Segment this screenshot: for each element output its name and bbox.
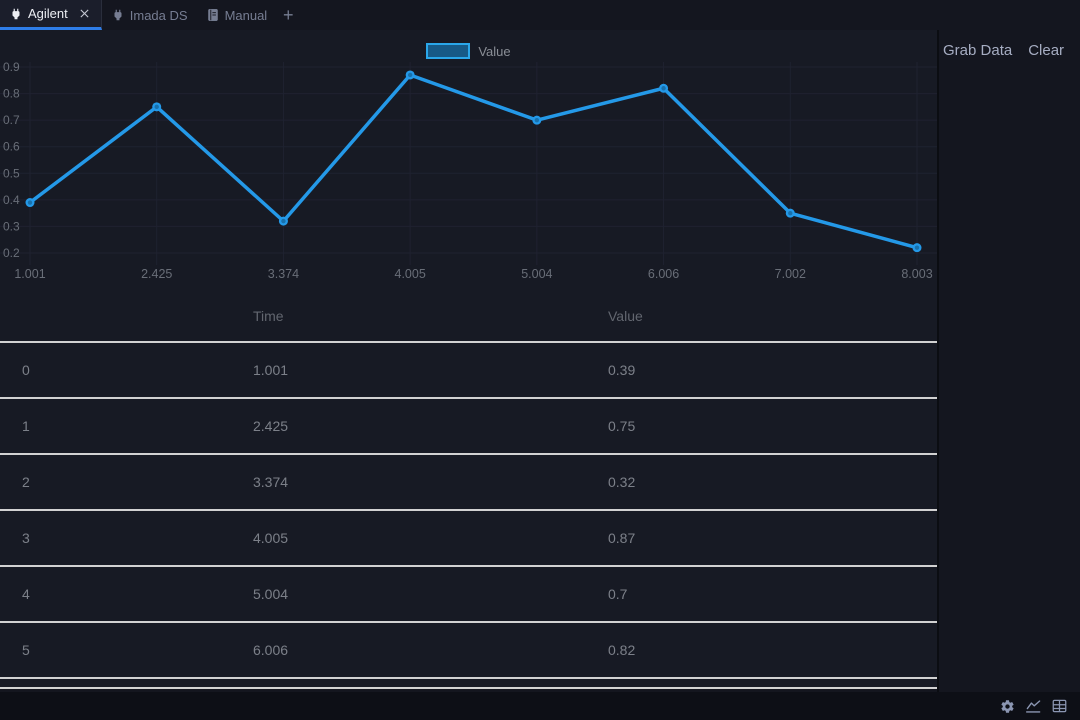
table-row[interactable]: 1 2.425 0.75 bbox=[0, 399, 937, 455]
book-icon bbox=[206, 8, 220, 22]
table-row[interactable]: 3 4.005 0.87 bbox=[0, 511, 937, 567]
svg-text:1.001: 1.001 bbox=[14, 267, 45, 281]
value-cell: 0.87 bbox=[608, 530, 636, 546]
tab-label: Agilent bbox=[28, 6, 68, 21]
time-cell: 2.425 bbox=[253, 418, 289, 434]
grab-data-button[interactable]: Grab Data bbox=[943, 42, 1013, 59]
data-table: Time Value 0 1.001 0.39 1 2.425 0.75 2 3.374 0.32… bbox=[0, 290, 937, 692]
new-tab-button[interactable]: + bbox=[282, 5, 294, 25]
column-header: Value bbox=[608, 307, 643, 324]
clear-button[interactable]: Clear bbox=[1028, 42, 1065, 59]
svg-text:0.7: 0.7 bbox=[3, 113, 20, 127]
table-filler bbox=[0, 689, 937, 692]
tab-manual[interactable]: Manual bbox=[197, 0, 277, 30]
time-cell: 1.001 bbox=[253, 362, 289, 378]
svg-text:7.002: 7.002 bbox=[775, 267, 806, 281]
row-index-cell: 0 bbox=[22, 362, 30, 378]
time-cell: 5.004 bbox=[253, 586, 289, 602]
tab-label: Imada DS bbox=[129, 7, 188, 23]
table-row[interactable]: 2 3.374 0.32 bbox=[0, 455, 937, 511]
chart-panel: Value 0.2 0.3 0.4 0.5 0.6 0.7 0.8 0.9 1.001 2.425… bbox=[0, 30, 937, 290]
column-header: Time bbox=[253, 307, 284, 324]
value-cell: 0.32 bbox=[608, 474, 636, 490]
table-header-row: Time Value bbox=[0, 290, 937, 343]
svg-text:0.5: 0.5 bbox=[3, 166, 20, 180]
value-cell: 0.75 bbox=[608, 418, 636, 434]
time-cell: 4.005 bbox=[253, 530, 289, 546]
table-row-clipped bbox=[0, 679, 937, 689]
svg-text:3.374: 3.374 bbox=[268, 267, 299, 281]
value-cell: 0.7 bbox=[608, 586, 628, 602]
tab-bar: Agilent Imada DS Manual + bbox=[0, 0, 1080, 30]
close-icon[interactable] bbox=[77, 6, 92, 21]
table-icon[interactable] bbox=[1052, 699, 1067, 713]
row-index-cell: 4 bbox=[22, 586, 30, 602]
svg-text:0.8: 0.8 bbox=[3, 87, 20, 101]
value-cell: 0.39 bbox=[608, 362, 636, 378]
settings-icon[interactable] bbox=[1000, 699, 1015, 714]
svg-text:6.006: 6.006 bbox=[648, 267, 679, 281]
svg-text:0.9: 0.9 bbox=[3, 62, 20, 74]
table-row[interactable]: 5 6.006 0.82 bbox=[0, 623, 937, 679]
tab-agilent[interactable]: Agilent bbox=[0, 0, 102, 30]
svg-text:8.003: 8.003 bbox=[901, 267, 932, 281]
table-row[interactable]: 4 5.004 0.7 bbox=[0, 567, 937, 623]
svg-text:0.6: 0.6 bbox=[3, 140, 20, 154]
svg-text:0.2: 0.2 bbox=[3, 246, 20, 260]
line-chart: 0.2 0.3 0.4 0.5 0.6 0.7 0.8 0.9 1.001 2.425 3.374 4… bbox=[0, 62, 937, 281]
side-panel: Grab Data Clear bbox=[939, 30, 1080, 692]
time-cell: 3.374 bbox=[253, 474, 289, 490]
plug-icon bbox=[111, 8, 125, 22]
tab-label: Manual bbox=[224, 7, 268, 23]
svg-text:4.005: 4.005 bbox=[395, 267, 426, 281]
svg-text:0.4: 0.4 bbox=[3, 193, 20, 207]
row-index-cell: 3 bbox=[22, 530, 30, 546]
legend-swatch bbox=[426, 43, 471, 59]
main-content: Value 0.2 0.3 0.4 0.5 0.6 0.7 0.8 0.9 1.001 2.425… bbox=[0, 30, 1080, 692]
value-cell: 0.82 bbox=[608, 642, 636, 658]
tab-imada-ds[interactable]: Imada DS bbox=[102, 0, 197, 30]
device-panel: Value 0.2 0.3 0.4 0.5 0.6 0.7 0.8 0.9 1.001 2.425… bbox=[0, 30, 939, 692]
table-row[interactable]: 0 1.001 0.39 bbox=[0, 343, 937, 399]
time-cell: 6.006 bbox=[253, 642, 289, 658]
plug-icon bbox=[9, 7, 23, 21]
row-index-cell: 5 bbox=[22, 642, 30, 658]
chart-legend[interactable]: Value bbox=[0, 43, 937, 59]
action-buttons: Grab Data Clear bbox=[939, 30, 1080, 59]
status-bar bbox=[0, 692, 1080, 720]
row-index-cell: 1 bbox=[22, 418, 30, 434]
legend-label: Value bbox=[478, 43, 511, 59]
row-index-cell: 2 bbox=[22, 474, 30, 490]
line-chart-icon[interactable] bbox=[1025, 699, 1042, 714]
svg-text:2.425: 2.425 bbox=[141, 267, 172, 281]
svg-text:0.3: 0.3 bbox=[3, 219, 20, 233]
table-body: 0 1.001 0.39 1 2.425 0.75 2 3.374 0.32 3 4.005 0.87… bbox=[0, 343, 937, 679]
svg-text:5.004: 5.004 bbox=[521, 267, 552, 281]
